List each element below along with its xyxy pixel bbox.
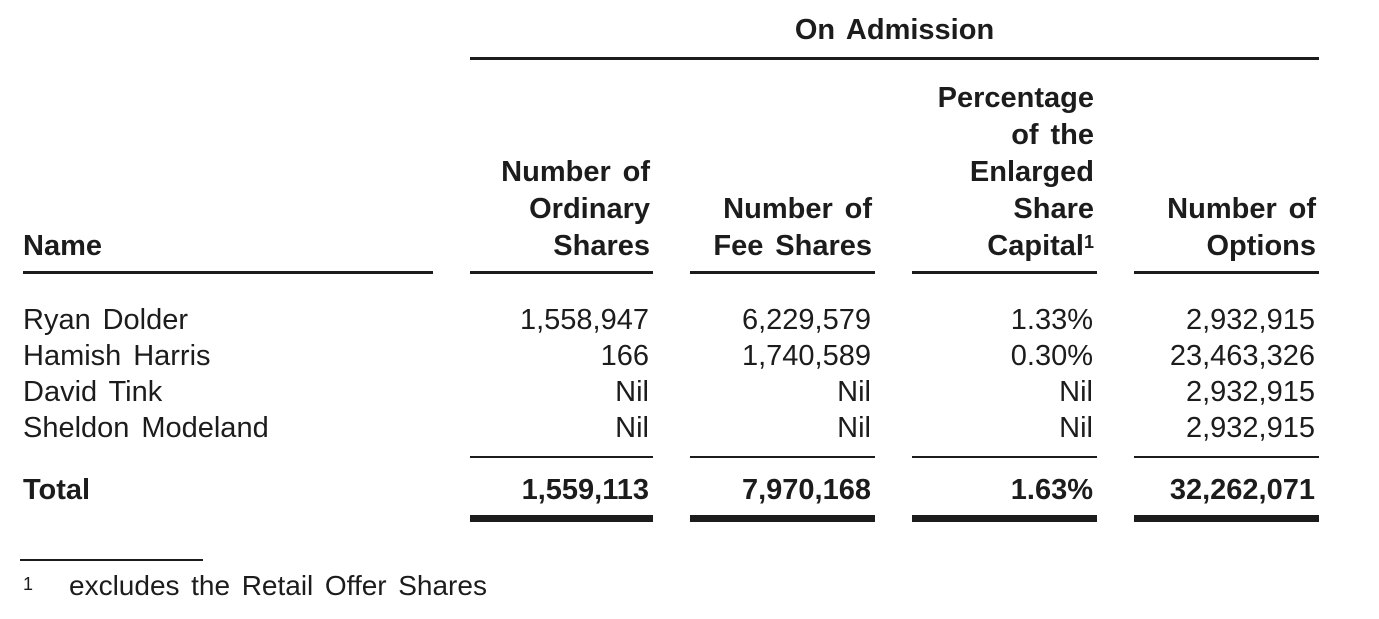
cell-fee-shares: Nil (837, 376, 871, 408)
column-header-percentage-label: Percentage of the Enlarged Share Capital (937, 82, 1094, 262)
cell-name: Ryan Dolder (23, 304, 189, 336)
total-top-rule (690, 456, 875, 458)
total-top-rule (1134, 456, 1319, 458)
total-options: 32,262,071 (1169, 474, 1315, 506)
footnote-separator-rule (20, 559, 203, 561)
total-bottom-double-rule (912, 515, 1097, 522)
cell-name: Sheldon Modeland (23, 412, 269, 444)
total-bottom-double-rule (1134, 515, 1319, 522)
total-bottom-double-rule (470, 515, 653, 522)
cell-fee-shares: 6,229,579 (741, 304, 871, 336)
column-header-percentage: Percentage of the Enlarged Share Capital… (912, 80, 1097, 274)
cell-percentage: 1.33% (1010, 304, 1093, 336)
cell-percentage: Nil (1059, 412, 1093, 444)
column-header-fee-shares: Number of Fee Shares (690, 191, 875, 274)
total-fee-shares: 7,970,168 (741, 474, 871, 506)
column-header-ordinary-shares-label: Number of Ordinary Shares (501, 156, 650, 262)
total-top-rule (470, 456, 653, 458)
cell-options: 23,463,326 (1169, 340, 1315, 372)
group-header-on-admission: On Admission (470, 0, 1319, 60)
column-header-options-label: Number of Options (1167, 193, 1316, 262)
total-top-rule (912, 456, 1097, 458)
total-percentage: 1.63% (1010, 474, 1093, 506)
cell-options: 2,932,915 (1185, 376, 1315, 408)
cell-ordinary-shares: 1,558,947 (519, 304, 649, 336)
cell-options: 2,932,915 (1185, 412, 1315, 444)
footnote: 1 excludes the Retail Offer Shares (23, 561, 1319, 603)
cell-fee-shares: 1,740,589 (741, 340, 871, 372)
cell-percentage: Nil (1059, 376, 1093, 408)
cell-options: 2,932,915 (1185, 304, 1315, 336)
column-header-options: Number of Options (1134, 191, 1319, 274)
total-ordinary-shares: 1,559,113 (521, 474, 649, 506)
cell-name: David Tink (23, 376, 163, 408)
cell-name: Hamish Harris (23, 340, 211, 372)
cell-ordinary-shares: 166 (600, 340, 649, 372)
column-header-fee-shares-label: Number of Fee Shares (713, 193, 872, 262)
column-header-name-label: Name (23, 230, 102, 262)
cell-ordinary-shares: Nil (615, 412, 649, 444)
shareholdings-table: On Admission Name Number of Ordinary Sha… (20, 0, 1319, 603)
cell-fee-shares: Nil (837, 412, 871, 444)
footnote-text: excludes the Retail Offer Shares (69, 570, 487, 601)
cell-percentage: 0.30% (1010, 340, 1093, 372)
total-bottom-double-rule (690, 515, 875, 522)
footnote-marker: 1 (23, 574, 34, 594)
total-label: Total (23, 474, 91, 506)
column-header-ordinary-shares: Number of Ordinary Shares (470, 154, 653, 274)
column-header-name: Name (23, 228, 433, 274)
cell-ordinary-shares: Nil (615, 376, 649, 408)
footnote-reference-superscript: 1 (1083, 232, 1094, 252)
